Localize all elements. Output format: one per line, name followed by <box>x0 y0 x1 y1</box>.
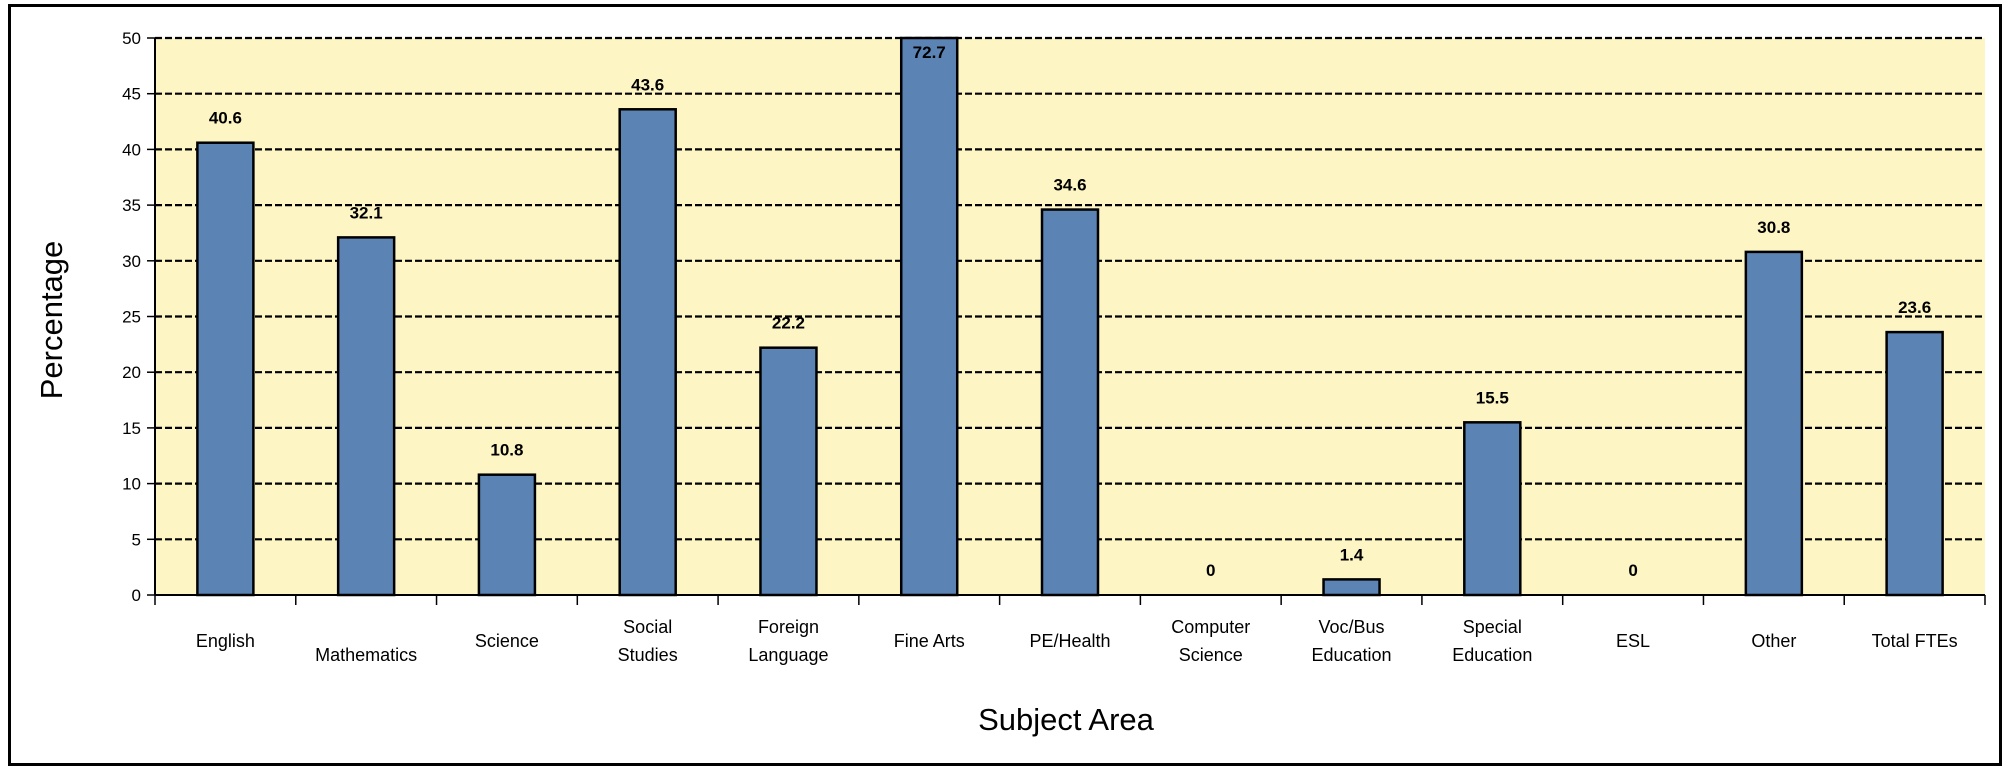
data-label: 10.8 <box>490 441 523 460</box>
y-axis-ticks: 0 5 10 15 20 25 30 35 40 45 50 <box>122 29 155 605</box>
y-tick-label: 0 <box>132 586 141 605</box>
bars <box>196 36 1944 597</box>
x-category-label: Mathematics <box>315 645 417 665</box>
bar <box>477 473 537 597</box>
data-label: 43.6 <box>631 75 664 94</box>
data-label: 32.1 <box>350 203 383 222</box>
data-label: 0 <box>1628 561 1637 580</box>
x-category-label: Voc/Bus Education <box>1312 617 1392 665</box>
x-category-label: Computer Science <box>1171 617 1250 665</box>
data-label: 22.2 <box>772 314 805 333</box>
y-tick-label: 10 <box>122 475 141 494</box>
bar <box>1040 208 1100 597</box>
x-category-label: English <box>196 631 255 651</box>
data-label: 0 <box>1206 561 1215 580</box>
y-tick-label: 25 <box>122 308 141 327</box>
x-category-label: Foreign Language <box>748 617 828 665</box>
bar <box>759 346 818 597</box>
x-category-label: PE/Health <box>1029 631 1110 651</box>
data-label: 23.6 <box>1898 298 1931 317</box>
y-tick-label: 50 <box>122 29 141 48</box>
data-label: 40.6 <box>209 109 242 128</box>
x-category-label: Social Studies <box>618 617 678 665</box>
bar <box>336 236 396 597</box>
x-category-label: Other <box>1751 631 1796 651</box>
bar <box>899 36 959 597</box>
x-axis-title: Subject Area <box>978 702 1155 737</box>
data-label: 15.5 <box>1476 388 1509 407</box>
bar <box>618 108 677 597</box>
bar <box>1885 330 1944 597</box>
y-tick-label: 15 <box>122 419 141 438</box>
data-label: 30.8 <box>1757 218 1790 237</box>
data-label: 34.6 <box>1053 176 1086 195</box>
bar <box>1322 578 1381 597</box>
y-tick-label: 45 <box>122 85 141 104</box>
bar <box>1744 250 1804 597</box>
bar <box>196 141 255 597</box>
y-tick-label: 35 <box>122 196 141 215</box>
x-axis-ticks: English Mathematics Science Social Studies Fo… <box>154 595 1986 665</box>
y-tick-label: 40 <box>122 140 141 159</box>
y-tick-label: 30 <box>122 252 141 271</box>
x-category-label: Special Education <box>1452 617 1532 665</box>
x-category-label: Total FTEs <box>1872 631 1958 651</box>
data-labels: 40.6 32.1 10.8 43.6 22.2 72.7 34.6 0 1.4 15.5 0 30.… <box>209 43 1931 580</box>
x-category-label: Fine Arts <box>894 631 965 651</box>
y-axis-title: Percentage <box>34 241 69 400</box>
bar <box>1463 421 1522 597</box>
y-tick-label: 5 <box>132 530 141 549</box>
data-label: 72.7 <box>913 43 946 62</box>
y-tick-label: 20 <box>122 363 141 382</box>
x-category-label: ESL <box>1616 631 1650 651</box>
data-label: 1.4 <box>1340 545 1364 564</box>
x-category-label: Science <box>475 631 539 651</box>
